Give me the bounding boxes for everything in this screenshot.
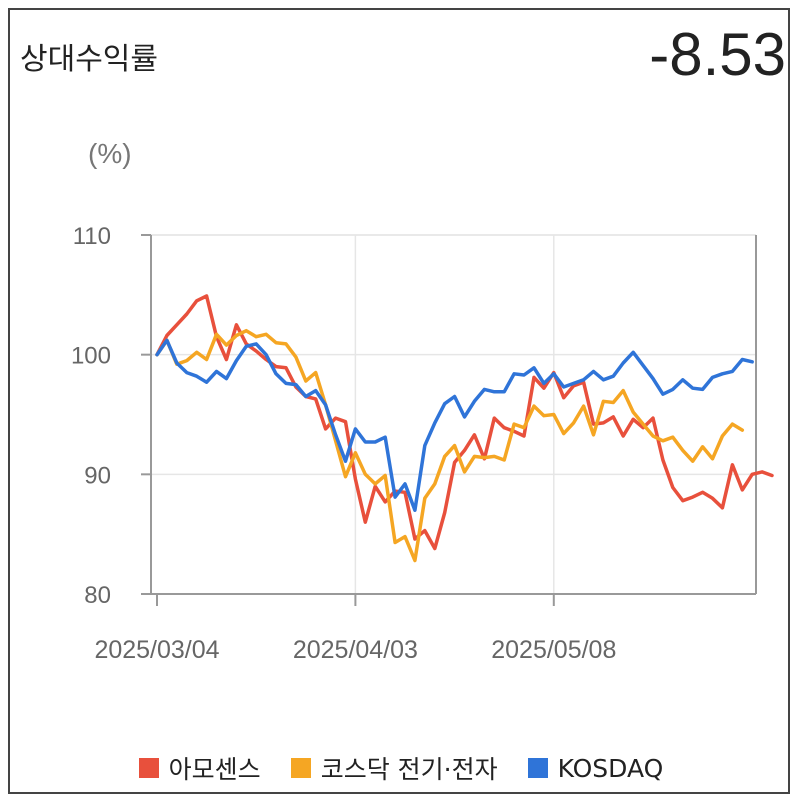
chart-title: 상대수익률 [20, 42, 158, 77]
y-tick-label: 90 [84, 462, 111, 489]
y-tick-label: 80 [84, 582, 111, 609]
x-tick-label: 2025/04/03 [293, 636, 418, 664]
series-line-0 [155, 294, 774, 551]
grid [151, 234, 756, 594]
legend-item-amosense: 아모센스 [138, 750, 261, 786]
series-line-1 [155, 328, 745, 563]
legend-swatch-amosense [138, 758, 159, 778]
legend-label-kosdaq-electronics: 코스닥 전기·전자 [320, 755, 498, 784]
x-tick-labels: 2025/03/04 2025/04/03 2025/05/08 [94, 636, 616, 664]
x-tick-label: 2025/05/08 [491, 636, 616, 664]
axes [141, 234, 757, 606]
series-lines [155, 294, 774, 563]
series-line-2 [155, 338, 754, 512]
legend-swatch-kosdaq-electronics [290, 758, 311, 778]
y-unit-label: (%) [88, 138, 132, 169]
legend-label-kosdaq: KOSDAQ [557, 753, 664, 783]
legend-item-kosdaq-electronics: 코스닥 전기·전자 [290, 750, 498, 786]
chart-card [8, 8, 790, 794]
y-tick-label: 110 [73, 223, 111, 250]
legend-label-amosense: 아모센스 [168, 755, 261, 784]
legend: 아모센스 코스닥 전기·전자 KOSDAQ [0, 748, 802, 788]
legend-item-kosdaq: KOSDAQ [527, 753, 664, 783]
relative-return-value: -8.53 [649, 21, 786, 88]
x-tick-label: 2025/03/04 [94, 636, 219, 664]
y-tick-label: 100 [71, 343, 111, 370]
y-tick-labels: 110 100 90 80 [71, 223, 111, 609]
legend-swatch-kosdaq [527, 758, 548, 778]
